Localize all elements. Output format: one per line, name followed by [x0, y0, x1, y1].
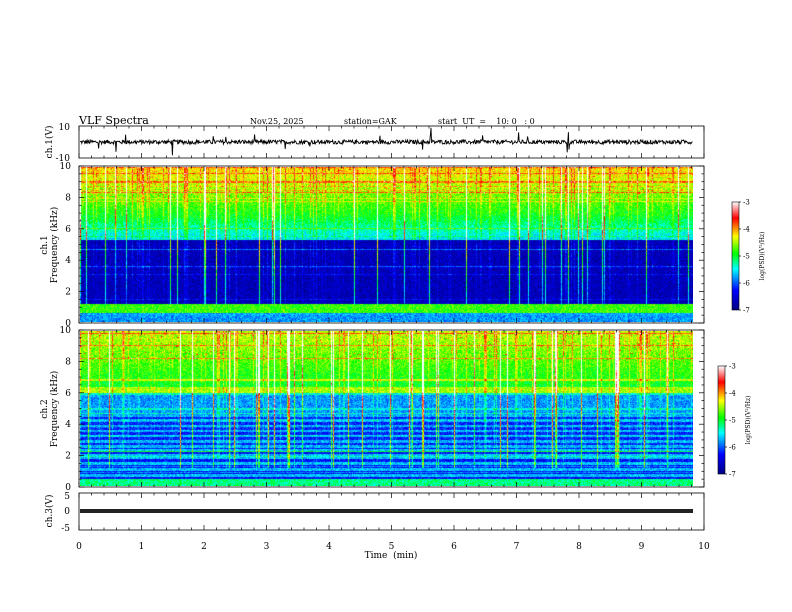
ch2-spec-ylabel-freq: Frequency (kHz) — [49, 371, 60, 448]
ch3-ytick-mid: 0 — [64, 507, 70, 517]
ch2-colorbar — [717, 365, 726, 475]
colorbar-tick-label: -7 — [743, 307, 750, 315]
ch1-colorbar-ticks: -3 -4 -5 -6 -7 — [739, 199, 750, 315]
ch1-ytick-top: 10 — [59, 123, 71, 133]
start-ut-label: start UT = 10: 0 : 0 — [438, 117, 535, 126]
ch1-spec-ylabel-ch: ch.1 — [40, 235, 50, 254]
station-label: station=GAK — [344, 117, 398, 126]
y-tick-label: 10 — [60, 162, 72, 172]
y-tick-label: 10 — [60, 326, 72, 336]
y-tick-label: 4 — [65, 256, 71, 266]
ch3-ylabel: ch.3(V) — [44, 495, 55, 528]
ch2-colorbar-label: log(PSD)(V²/Hz) — [745, 396, 752, 445]
ch2-colorbar-ticks: -3 -4 -5 -6 -7 — [725, 363, 736, 479]
ch1-colorbar-label: log(PSD)(V²/Hz) — [759, 232, 766, 281]
y-tick-label: 2 — [65, 288, 71, 298]
y-tick-label: 2 — [65, 452, 71, 462]
y-tick-label: 6 — [65, 225, 71, 235]
ch1-waveform-panel: 10 -10 ch.1(V) — [44, 123, 705, 164]
ch1-colorbar — [731, 201, 740, 311]
y-tick-label: 4 — [65, 420, 71, 430]
y-tick-label: 0 — [65, 483, 71, 493]
ch2-spec-ylabel-ch: ch.2 — [40, 399, 50, 418]
ch3-waveform-line — [80, 509, 693, 513]
x-tick-label: 8 — [576, 542, 582, 552]
ch2-spectrogram-heatmap — [80, 331, 693, 486]
x-tick-label: 0 — [76, 542, 82, 552]
ch1-waveform-ticks — [78, 126, 705, 158]
colorbar-tick-label: -5 — [743, 253, 750, 261]
x-tick-label: 9 — [639, 542, 645, 552]
colorbar-tick-label: -3 — [729, 363, 736, 371]
ch3-waveform-ticks — [78, 493, 705, 530]
y-tick-label: 8 — [65, 357, 71, 367]
x-tick-label: 1 — [139, 542, 145, 552]
x-axis-label: Time (min) — [365, 550, 418, 561]
ch1-spec-ylabel-freq: Frequency (kHz) — [49, 207, 60, 284]
colorbar-tick-label: -4 — [729, 390, 736, 398]
y-tick-label: 8 — [65, 193, 71, 203]
ch3-waveform-panel: 5 0 -5 ch.3(V) — [44, 492, 705, 534]
colorbar-tick-label: -6 — [743, 280, 750, 288]
x-tick-label: 10 — [698, 542, 710, 552]
colorbar-tick-label: -5 — [729, 417, 736, 425]
x-tick-label: 4 — [326, 542, 332, 552]
ch3-ytick-top: 5 — [64, 492, 70, 502]
ch1-ylabel: ch.1(V) — [44, 126, 55, 159]
x-axis-tick-labels: 0 1 2 3 4 5 6 7 8 9 10 — [76, 542, 710, 552]
ch1-ytick-bottom: -10 — [56, 154, 71, 164]
colorbar-tick-label: -6 — [729, 444, 736, 452]
ch1-spectrogram-heatmap — [80, 167, 693, 322]
date-label: Nov.25, 2025 — [250, 117, 304, 126]
x-tick-label: 2 — [201, 542, 207, 552]
ch3-ytick-bottom: -5 — [61, 524, 70, 534]
y-tick-label: 0 — [65, 319, 71, 329]
ch2-spectrogram-ticks: 0 2 4 6 8 10 — [60, 326, 705, 493]
colorbar-tick-label: -7 — [729, 471, 736, 479]
x-tick-label: 7 — [514, 542, 520, 552]
colorbar-tick-label: -4 — [743, 226, 750, 234]
colorbar-tick-label: -3 — [743, 199, 750, 207]
x-tick-label: 6 — [451, 542, 457, 552]
y-tick-label: 6 — [65, 389, 71, 399]
x-tick-label: 5 — [389, 542, 395, 552]
x-tick-label: 3 — [264, 542, 270, 552]
ch1-waveform-line — [80, 127, 693, 156]
ch1-spectrogram-ticks: 0 2 4 6 8 10 — [60, 162, 705, 329]
figure-title: VLF Spectra — [78, 114, 149, 127]
